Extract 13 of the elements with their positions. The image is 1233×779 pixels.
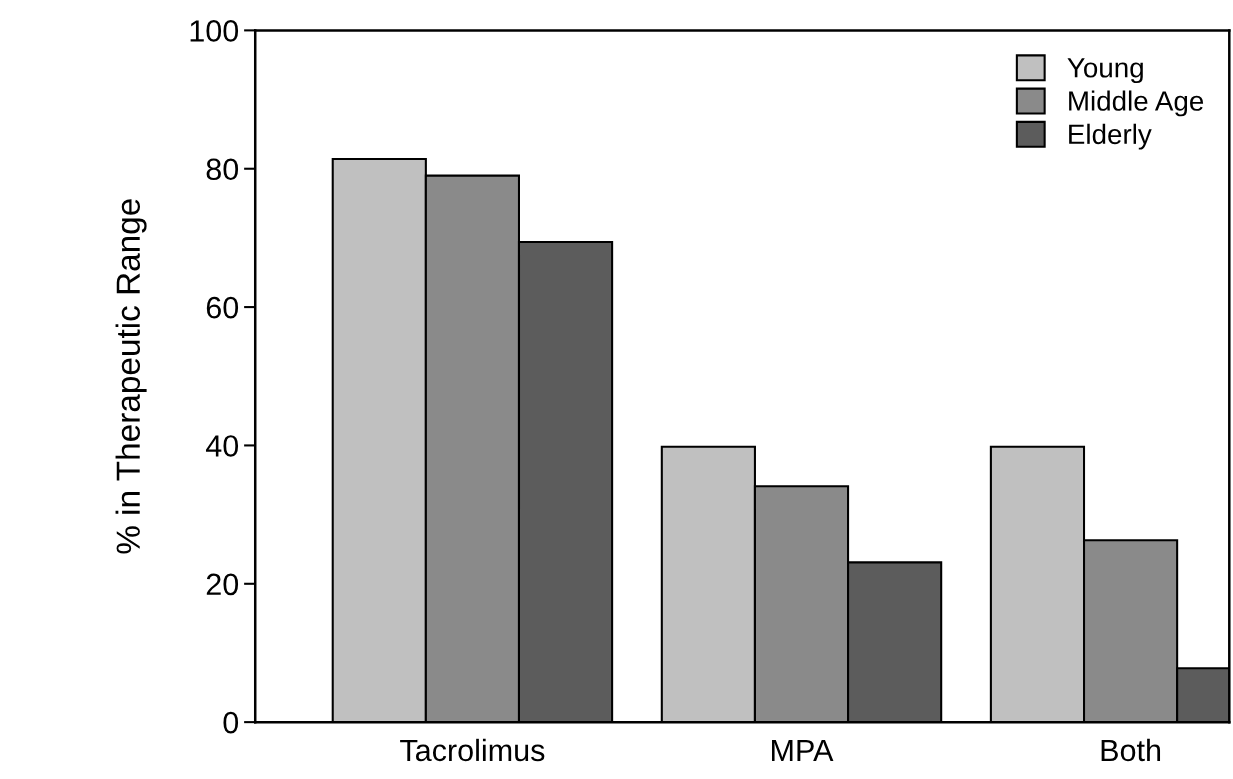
y-tick-label: 80: [206, 158, 239, 181]
y-tick-label: 40: [205, 435, 239, 457]
y-axis-title: % in Therapeutic Range: [115, 199, 147, 554]
y-tick-label: 100: [190, 20, 239, 42]
legend-label: Young: [1067, 58, 1143, 84]
y-tick-label: 0: [223, 711, 239, 734]
y-tick-label: 60: [206, 296, 239, 319]
x-tick-label: Both: [1101, 738, 1161, 762]
legend-label: Elderly: [1069, 123, 1152, 150]
legend-label: Middle Age: [1069, 90, 1204, 117]
x-tick-label: Tacrolimus: [400, 738, 545, 762]
x-tick-label: MPA: [772, 739, 834, 761]
y-tick-label: 20: [206, 573, 239, 596]
